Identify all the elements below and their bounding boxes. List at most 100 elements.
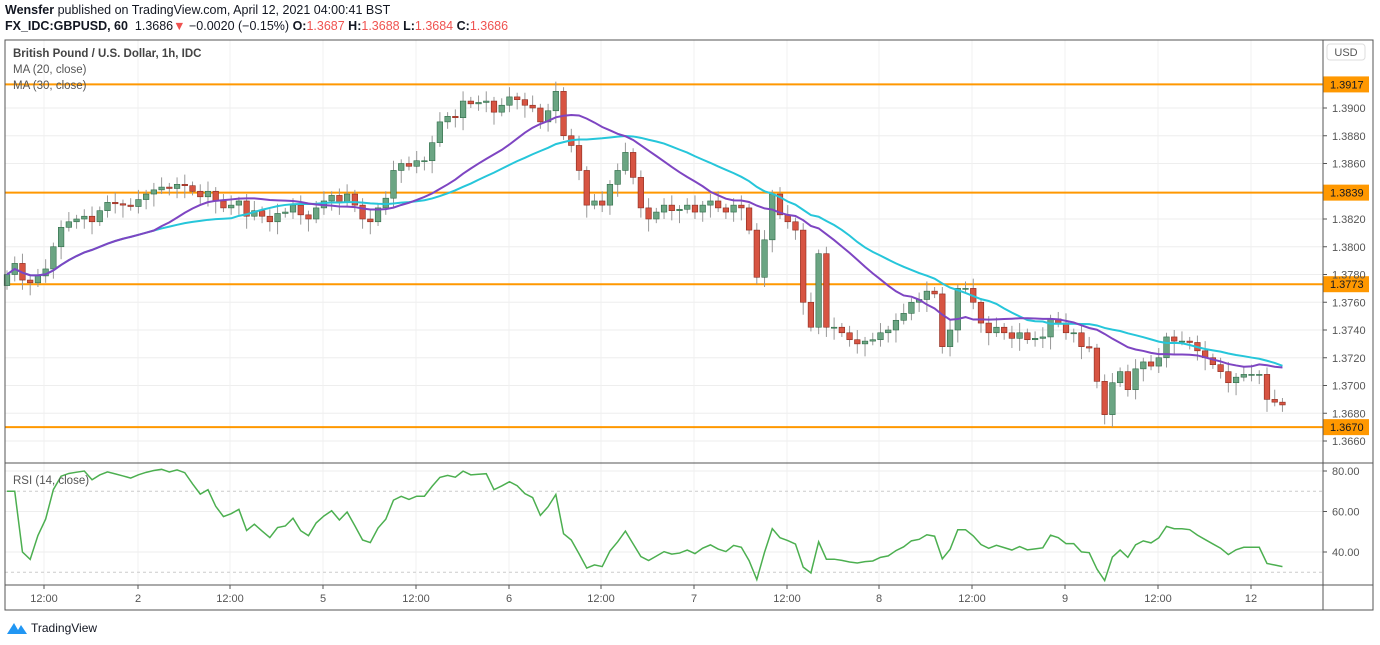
candle-up (730, 204, 737, 213)
candle-up (885, 329, 892, 334)
candle-up (282, 211, 289, 214)
candle-up (699, 204, 706, 213)
candle-down (939, 293, 946, 347)
candle-up (65, 221, 72, 228)
candle-down (127, 204, 134, 207)
candle-up (962, 288, 969, 290)
moving-averages (6, 114, 1283, 369)
candle-down (220, 200, 227, 209)
candle-up (344, 193, 351, 203)
time-tick-label: 12 (1245, 593, 1257, 605)
symbol: FX_IDC:GBPUSD, 60 (5, 19, 128, 33)
candle-down (367, 218, 374, 223)
grid (5, 40, 1323, 585)
level-price-label: 1.3917 (1330, 79, 1364, 91)
high-value: 1.3688 (361, 19, 400, 33)
candle-up (676, 208, 683, 211)
author-name[interactable]: Wensfer (5, 3, 55, 17)
price-tick-label: 1.3660 (1332, 436, 1366, 448)
candle-down (297, 204, 304, 216)
candle-down (1271, 399, 1278, 403)
candle-down (753, 229, 760, 278)
candle-up (684, 204, 691, 210)
candle-up (1109, 382, 1116, 415)
candle-up (1232, 376, 1240, 384)
legend-rsi[interactable]: RSI (14, close) (13, 475, 89, 487)
candle-up (150, 189, 157, 195)
ma20-line (6, 114, 1283, 369)
time-tick-label: 12:00 (30, 593, 58, 605)
legend-ma30[interactable]: MA (30, close) (13, 80, 87, 92)
open-label: O: (292, 19, 307, 33)
candle-up (398, 163, 405, 171)
legend-title[interactable]: British Pound / U.S. Dollar, 1h, IDC (13, 48, 202, 60)
candle-up (1117, 371, 1124, 384)
candle-up (1256, 374, 1263, 376)
candle-up (1140, 361, 1147, 370)
candle-down (738, 204, 745, 209)
candle-down (537, 107, 544, 123)
price-tick-label: 1.3860 (1332, 159, 1366, 171)
candle-down (88, 215, 96, 223)
candles (3, 81, 1286, 428)
candle-up (877, 332, 884, 341)
level-price-label: 1.3773 (1330, 279, 1364, 291)
candle-up (1039, 336, 1046, 339)
candle-down (977, 301, 985, 324)
candle-down (854, 339, 861, 345)
candle-down (359, 204, 366, 220)
candle-up (459, 100, 467, 119)
candle-down (305, 214, 312, 220)
candle-down (1217, 364, 1224, 372)
close-label: C: (456, 19, 470, 33)
candle-down (645, 207, 652, 220)
candle-up (653, 211, 660, 220)
candle-down (514, 96, 521, 100)
candle-up (1178, 340, 1186, 343)
candle-up (158, 186, 165, 191)
candle-up (1031, 338, 1039, 341)
level-price-badge (1323, 184, 1369, 201)
level-price-label: 1.3839 (1330, 188, 1364, 200)
candle-down (807, 301, 815, 328)
candle-up (954, 288, 961, 331)
legend-ma20[interactable]: MA (20, close) (13, 64, 87, 76)
candle-up (1240, 374, 1247, 378)
candle-down (823, 253, 830, 328)
candle-down (1147, 361, 1155, 367)
candle-down (1008, 332, 1015, 339)
candle-up (761, 239, 768, 278)
candle-up (429, 142, 436, 162)
candle-down (560, 91, 567, 137)
candle-down (112, 202, 119, 205)
candle-up (1155, 357, 1162, 367)
candle-up (815, 253, 822, 328)
candle-up (73, 218, 80, 223)
price-tick-label: 1.3760 (1332, 297, 1366, 309)
time-tick-label: 2 (135, 593, 141, 605)
candle-down (583, 170, 590, 206)
candle-down (800, 229, 807, 303)
candle-down (181, 184, 188, 186)
candle-up (96, 210, 103, 223)
price-tick-label: 1.3680 (1332, 408, 1366, 420)
candle-up (498, 104, 505, 113)
candle-up (861, 340, 869, 345)
open-value: 1.3687 (306, 19, 345, 33)
horizontal-levels[interactable]: 1.3917 1.3839 1.3773 1.3670 (5, 76, 1369, 436)
candle-down (529, 104, 536, 109)
rsi-pane (5, 468, 1323, 583)
candle-up (34, 275, 42, 284)
currency-badge[interactable] (1326, 43, 1366, 61)
candle-up (552, 91, 559, 112)
candle-down (266, 215, 273, 223)
candle-up (50, 246, 57, 270)
candle-down (189, 185, 196, 192)
candle-up (707, 200, 714, 206)
time-tick-label: 6 (506, 593, 512, 605)
tradingview-logo[interactable]: TradingView (6, 621, 97, 635)
chart-frame (4, 39, 1374, 611)
axes[interactable]: 1.39001.38801.38601.38201.38001.37801.37… (30, 103, 1365, 605)
rsi-line (7, 468, 1283, 583)
